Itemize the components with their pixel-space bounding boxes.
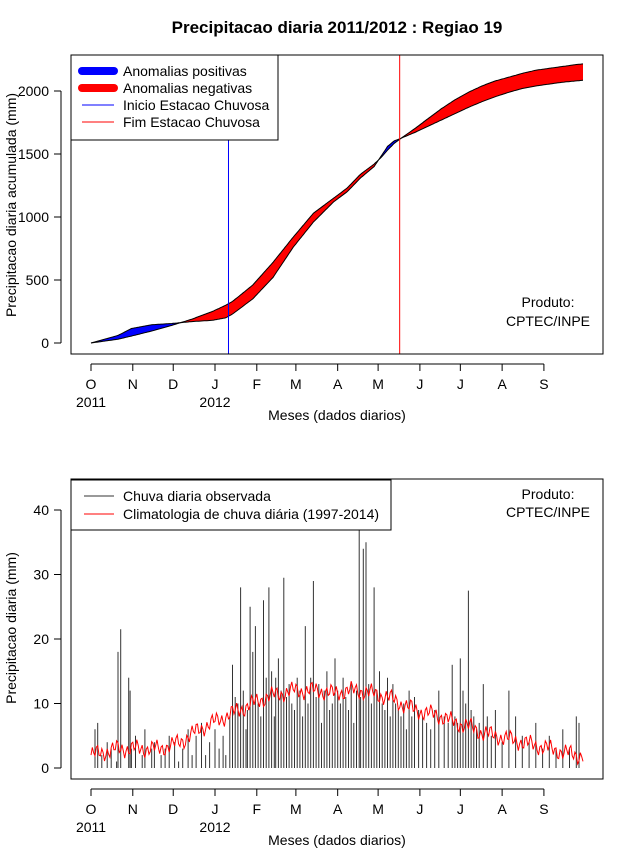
y-tick-label: 0 — [41, 335, 49, 351]
x-tick-label: A — [333, 376, 343, 392]
x-tick-label: M — [290, 801, 302, 817]
x-axis-label: Meses (dados diarios) — [268, 832, 406, 848]
credit-line-2: CPTEC/INPE — [506, 313, 590, 329]
x-tick-label: O — [86, 801, 97, 817]
y-tick-label: 40 — [33, 502, 49, 518]
negative-anomaly-area — [402, 63, 583, 138]
x-tick-label: N — [128, 376, 138, 392]
x-tick-label: D — [168, 801, 178, 817]
credit-line-1: Produto: — [522, 294, 575, 310]
x-tick-label: A — [497, 376, 507, 392]
x-tick-label: A — [497, 801, 507, 817]
legend-label-season-end: Fim Estacao Chuvosa — [123, 114, 260, 130]
legend-label-observed: Chuva diaria observada — [123, 488, 271, 504]
x-tick-label: O — [86, 376, 97, 392]
y-tick-label: 20 — [33, 631, 49, 647]
legend-label-negative: Anomalias negativas — [123, 80, 252, 96]
x-tick-label: J — [212, 376, 219, 392]
y-tick-label: 500 — [26, 272, 50, 288]
y-axis-label: Precipitacao diaria (mm) — [3, 552, 19, 704]
legend-label-positive: Anomalias positivas — [123, 63, 247, 79]
y-tick-label: 30 — [33, 567, 49, 583]
y-tick-label: 0 — [41, 760, 49, 776]
x-tick-year-label: 2011 — [76, 819, 106, 835]
y-tick-label: 1500 — [18, 146, 49, 162]
positive-anomaly-area — [91, 322, 182, 343]
y-tick-label: 2000 — [18, 83, 49, 99]
x-tick-year-label: 2012 — [199, 819, 230, 835]
plot-frame — [70, 54, 604, 355]
legend-box — [70, 479, 392, 531]
plot-frame — [70, 478, 604, 780]
negative-anomaly-area — [181, 158, 380, 323]
cumulative-chart: Precipitacao diaria 2011/2012 : Regiao 1… — [3, 18, 604, 423]
x-tick-label: J — [212, 801, 219, 817]
legend-label-climatology: Climatologia de chuva diária (1997-2014) — [123, 506, 379, 522]
credit-line-1: Produto: — [522, 486, 575, 502]
daily-rain-chart: 0 10 20 30 40 O 2011 N D J 2012 F M A M J J A S Meses (dad… — [3, 478, 604, 848]
y-tick-label: 1000 — [18, 209, 49, 225]
x-tick-label: N — [128, 801, 138, 817]
legend: Anomalias positivas Anomalias negativas … — [70, 54, 279, 141]
x-tick-label: M — [372, 801, 384, 817]
x-tick-label: S — [539, 376, 548, 392]
x-tick-label: J — [457, 376, 464, 392]
x-tick-label: F — [253, 376, 262, 392]
legend: Chuva diaria observada Climatologia de c… — [70, 479, 392, 531]
x-tick-label: D — [168, 376, 178, 392]
x-tick-label: J — [457, 801, 464, 817]
x-tick-label: J — [416, 376, 423, 392]
x-tick-label: S — [539, 801, 548, 817]
x-axis-label: Meses (dados diarios) — [268, 407, 406, 423]
x-tick-year-label: 2011 — [76, 394, 106, 410]
x-tick-label: F — [253, 801, 262, 817]
climatology-line — [90, 681, 584, 766]
observed-cumulative-line — [90, 79, 584, 344]
climatology-cumulative-line — [90, 63, 584, 344]
y-tick-label: 10 — [33, 696, 49, 712]
x-tick-year-label: 2012 — [199, 394, 230, 410]
x-tick-label: J — [416, 801, 423, 817]
x-tick-label: M — [290, 376, 302, 392]
credit-line-2: CPTEC/INPE — [506, 504, 590, 520]
chart-title: Precipitacao diaria 2011/2012 : Regiao 1… — [172, 18, 503, 37]
y-axis-label: Precipitacao diaria acumulada (mm) — [3, 93, 19, 317]
legend-label-season-start: Inicio Estacao Chuvosa — [123, 97, 270, 113]
x-tick-label: A — [333, 801, 343, 817]
x-tick-label: M — [372, 376, 384, 392]
